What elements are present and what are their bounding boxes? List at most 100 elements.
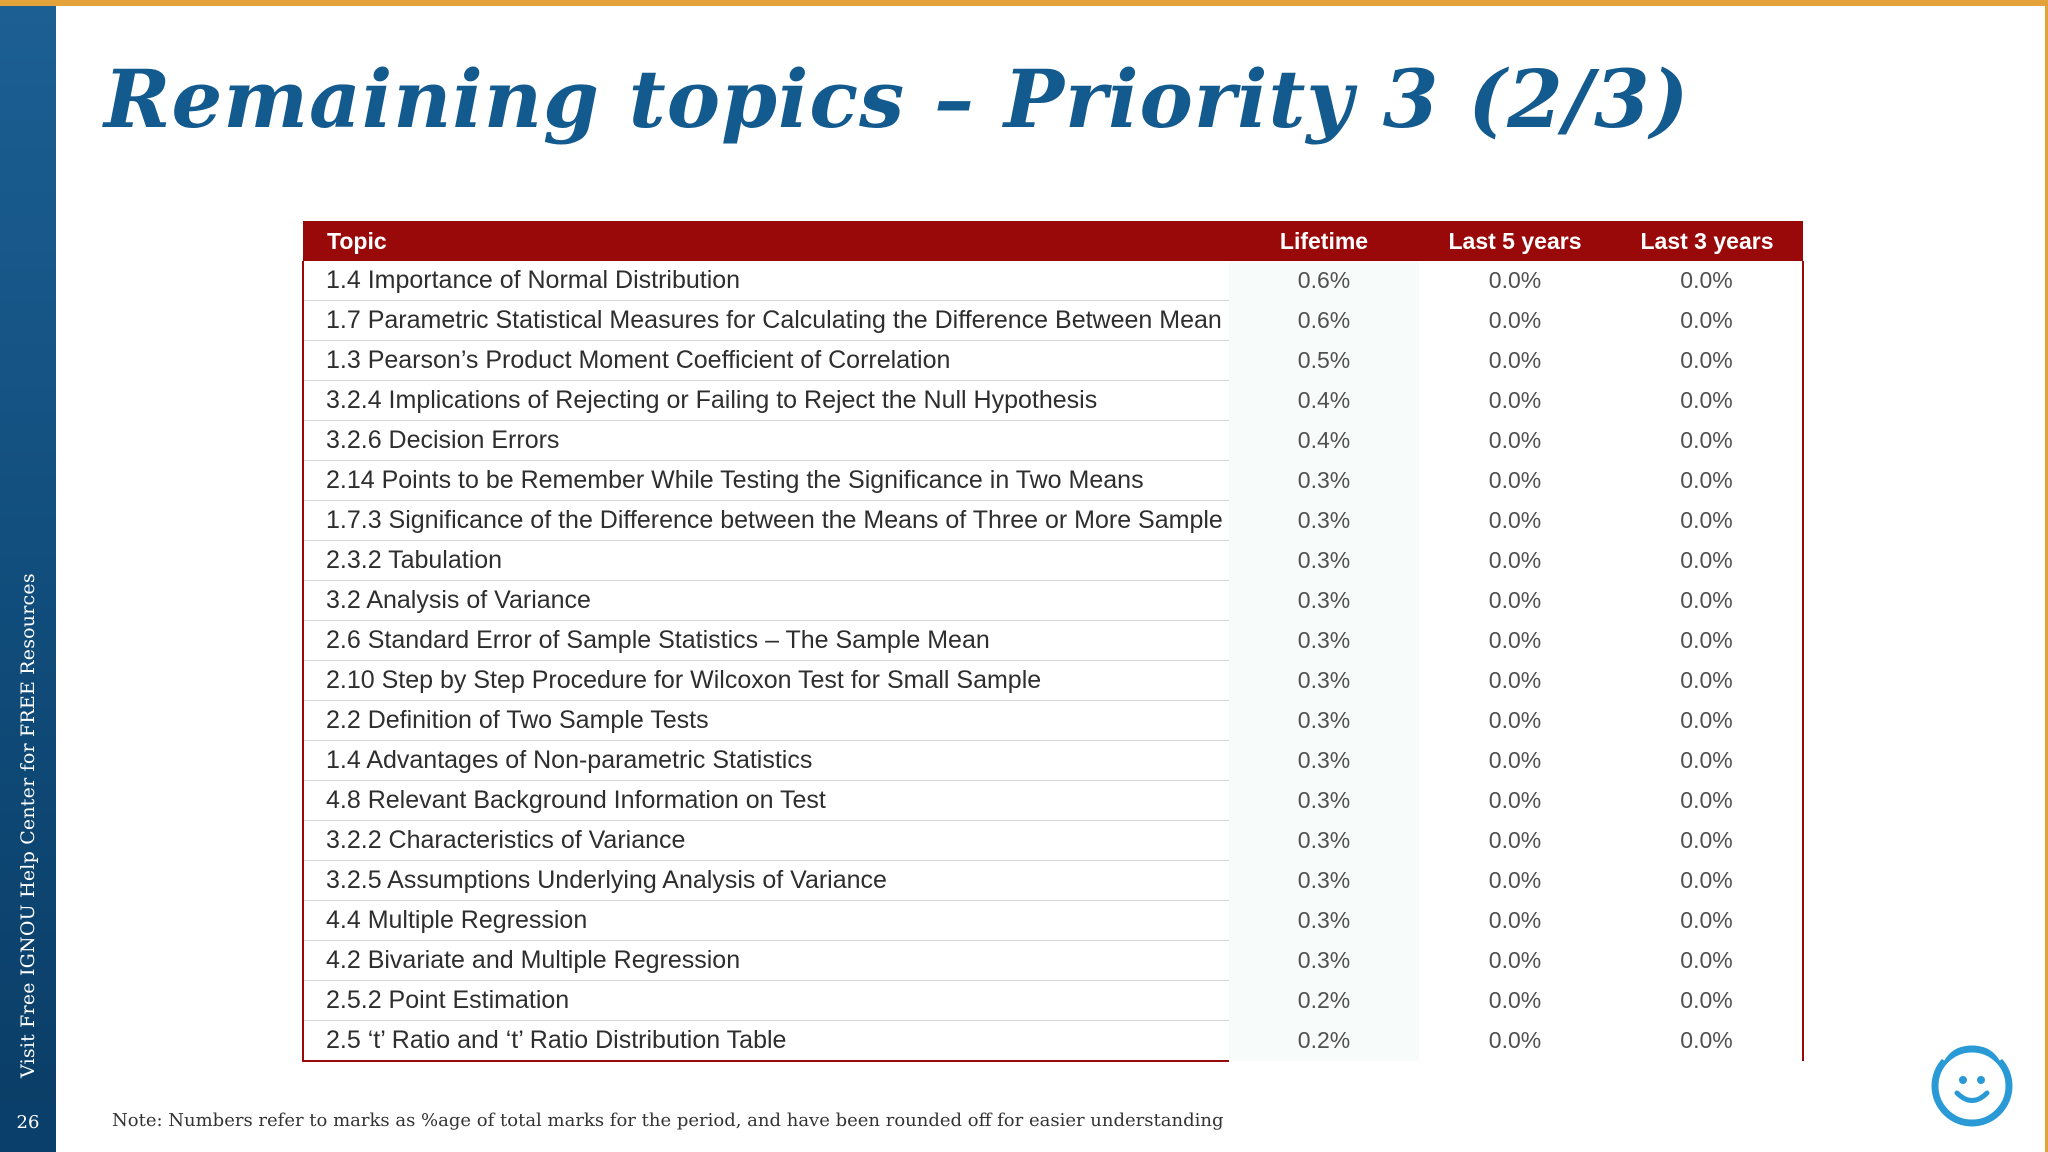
table-row: 1.4 Importance of Normal Distribution 0.6…	[302, 261, 1804, 301]
table-row: 3.2.2 Characteristics of Variance 0.3% 0.0…	[302, 820, 1804, 861]
lifetime-cell: 0.3%	[1229, 780, 1419, 821]
lifetime-cell: 0.3%	[1229, 580, 1419, 621]
table-row: 4.2 Bivariate and Multiple Regression 0.3…	[302, 940, 1804, 981]
footnote: Note: Numbers refer to marks as %age of …	[112, 1110, 1224, 1131]
topic-cell: 4.8 Relevant Background Information on T…	[302, 780, 1229, 821]
lifetime-cell: 0.3%	[1229, 740, 1419, 781]
lifetime-cell: 0.5%	[1229, 340, 1419, 381]
last-3-years-cell: 0.0%	[1611, 660, 1804, 701]
last-3-years-cell: 0.0%	[1611, 740, 1804, 781]
last-5-years-cell: 0.0%	[1488, 347, 1542, 373]
last-3-years-cell: 0.0%	[1611, 940, 1804, 981]
topic-cell: 2.2 Definition of Two Sample Tests	[302, 700, 1229, 741]
table-row: 2.3.2 Tabulation 0.3% 0.0% 0.0%	[302, 540, 1804, 581]
topic-cell: 2.5 ‘t’ Ratio and ‘t’ Ratio Distribution…	[302, 1020, 1229, 1062]
last-5-years-cell: 0.0%	[1488, 387, 1542, 413]
topic-cell: 2.6 Standard Error of Sample Statistics …	[302, 620, 1229, 661]
last-3-years-cell: 0.0%	[1611, 261, 1804, 301]
lifetime-cell: 0.3%	[1229, 700, 1419, 741]
last-5-years-cell: 0.0%	[1488, 867, 1542, 893]
last-3-years-cell: 0.0%	[1611, 620, 1804, 661]
topic-cell: 4.2 Bivariate and Multiple Regression	[302, 940, 1229, 981]
page-number-box	[0, 1102, 56, 1152]
header-last-3-years: Last 3 years	[1640, 227, 1774, 254]
last-3-years-cell: 0.0%	[1611, 580, 1804, 621]
last-3-years-cell: 0.0%	[1611, 700, 1804, 741]
lifetime-cell: 0.3%	[1229, 820, 1419, 861]
table-row: 1.4 Advantages of Non-parametric Statist…	[302, 740, 1804, 781]
last-3-years-cell: 0.0%	[1611, 780, 1804, 821]
lifetime-cell: 0.4%	[1229, 380, 1419, 421]
slide-title: Remaining topics – Priority 3 (2/3)	[104, 52, 1690, 146]
last-5-years-cell: 0.0%	[1488, 707, 1542, 733]
topic-cell: 4.4 Multiple Regression	[302, 900, 1229, 941]
last-5-years-cell: 0.0%	[1488, 827, 1542, 853]
table-row: 2.6 Standard Error of Sample Statistics …	[302, 620, 1804, 661]
last-3-years-cell: 0.0%	[1611, 540, 1804, 581]
last-3-years-cell: 0.0%	[1611, 500, 1804, 541]
last-5-years-cell: 0.0%	[1488, 427, 1542, 453]
topic-cell: 3.2.5 Assumptions Underlying Analysis of…	[302, 860, 1229, 901]
header-lifetime: Lifetime	[1279, 227, 1369, 254]
last-5-years-cell: 0.0%	[1488, 467, 1542, 493]
last-3-years-cell: 0.0%	[1611, 300, 1804, 341]
table-row: 1.7.3 Significance of the Difference bet…	[302, 500, 1804, 541]
last-5-years-cell: 0.0%	[1488, 947, 1542, 973]
table-row: 2.10 Step by Step Procedure for Wilcoxon…	[302, 660, 1804, 701]
last-5-years-cell: 0.0%	[1488, 907, 1542, 933]
table-row: 2.14 Points to be Remember While Testing…	[302, 460, 1804, 501]
table-body: 1.4 Importance of Normal Distribution 0.6…	[302, 261, 1804, 1062]
last-5-years-cell: 0.0%	[1488, 787, 1542, 813]
last-5-years-cell: 0.0%	[1488, 1027, 1542, 1054]
last-3-years-cell: 0.0%	[1611, 380, 1804, 421]
topic-cell: 1.4 Advantages of Non-parametric Statist…	[302, 740, 1229, 781]
lifetime-cell: 0.3%	[1229, 500, 1419, 541]
last-5-years-cell: 0.0%	[1488, 307, 1542, 333]
lifetime-cell: 0.3%	[1229, 860, 1419, 901]
page-number: 26	[16, 1112, 40, 1133]
last-5-years-cell: 0.0%	[1488, 507, 1542, 533]
lifetime-cell: 0.4%	[1229, 420, 1419, 461]
last-5-years-cell: 0.0%	[1488, 267, 1542, 294]
table-row: 3.2.5 Assumptions Underlying Analysis of…	[302, 860, 1804, 901]
last-5-years-cell: 0.0%	[1488, 747, 1542, 773]
topic-cell: 2.5.2 Point Estimation	[302, 980, 1229, 1021]
topic-cell: 2.14 Points to be Remember While Testing…	[302, 460, 1229, 501]
lifetime-cell: 0.2%	[1229, 980, 1419, 1021]
lifetime-cell: 0.3%	[1229, 540, 1419, 581]
side-bar	[0, 6, 56, 1152]
topics-table: Topic Lifetime Last 5 years Last 3 years…	[302, 221, 1804, 1062]
last-3-years-cell: 0.0%	[1611, 820, 1804, 861]
topic-cell: 3.2 Analysis of Variance	[302, 580, 1229, 621]
table-row: 4.8 Relevant Background Information on T…	[302, 780, 1804, 821]
last-3-years-cell: 0.0%	[1611, 860, 1804, 901]
topic-cell: 3.2.2 Characteristics of Variance	[302, 820, 1229, 861]
table-row: 2.5 ‘t’ Ratio and ‘t’ Ratio Distribution…	[302, 1020, 1804, 1062]
header-last-5-years: Last 5 years	[1448, 227, 1582, 254]
last-3-years-cell: 0.0%	[1611, 980, 1804, 1021]
last-3-years-cell: 0.0%	[1611, 460, 1804, 501]
table-header-row: Topic Lifetime Last 5 years Last 3 years	[303, 221, 1803, 261]
table-row: 3.2 Analysis of Variance 0.3% 0.0% 0.0%	[302, 580, 1804, 621]
topics-table-container: Topic Lifetime Last 5 years Last 3 years…	[302, 221, 1804, 1062]
table-row: 1.3 Pearson’s Product Moment Coefficient…	[302, 340, 1804, 381]
last-3-years-cell: 0.0%	[1611, 900, 1804, 941]
top-accent-line	[0, 0, 2048, 6]
last-5-years-cell: 0.0%	[1488, 667, 1542, 693]
right-accent-line	[2045, 6, 2048, 1152]
last-5-years-cell: 0.0%	[1488, 587, 1542, 613]
lifetime-cell: 0.3%	[1229, 620, 1419, 661]
smiley-face-logo-icon	[1930, 1034, 2014, 1128]
topic-cell: 3.2.6 Decision Errors	[302, 420, 1229, 461]
last-3-years-cell: 0.0%	[1611, 1020, 1804, 1061]
last-3-years-cell: 0.0%	[1611, 340, 1804, 381]
table-row: 1.7 Parametric Statistical Measures for …	[302, 300, 1804, 341]
topic-cell: 1.4 Importance of Normal Distribution	[302, 261, 1229, 301]
lifetime-cell: 0.3%	[1229, 460, 1419, 501]
lifetime-cell: 0.6%	[1229, 300, 1419, 341]
lifetime-cell: 0.3%	[1229, 900, 1419, 941]
topic-cell: 1.7.3 Significance of the Difference bet…	[302, 500, 1229, 541]
topic-cell: 1.7 Parametric Statistical Measures for …	[302, 300, 1229, 341]
topic-cell: 1.3 Pearson’s Product Moment Coefficient…	[302, 340, 1229, 381]
table-row: 3.2.6 Decision Errors 0.4% 0.0% 0.0%	[302, 420, 1804, 461]
